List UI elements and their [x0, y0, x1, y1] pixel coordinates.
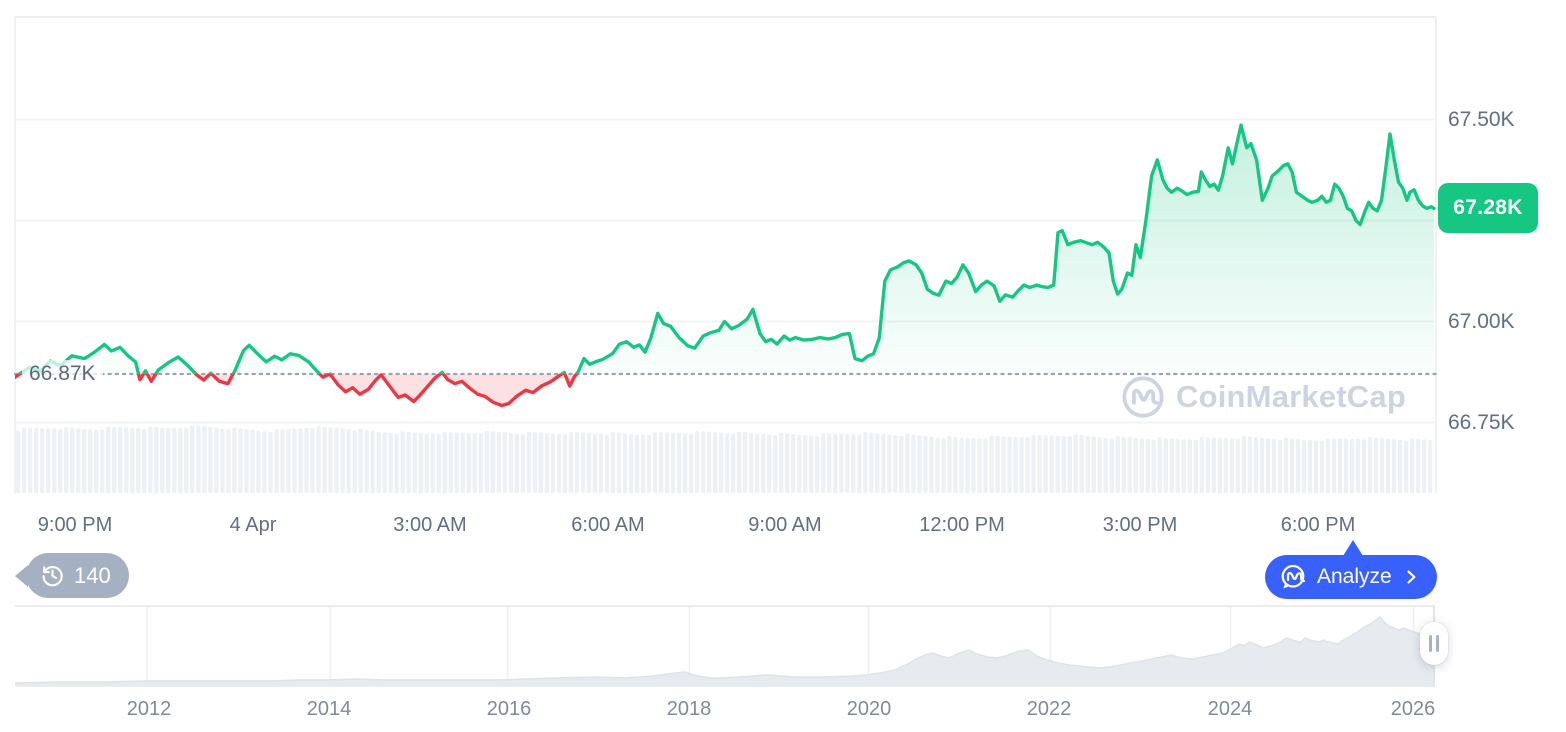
- y-axis-label: 66.75K: [1448, 411, 1515, 434]
- x-axis-label: 12:00 PM: [919, 514, 1005, 536]
- x-axis-label: 3:00 PM: [1102, 514, 1178, 536]
- cmc-chat-bubble-icon: [1281, 564, 1305, 589]
- history-clock-icon: [42, 566, 63, 587]
- handle-bar: [1436, 635, 1439, 652]
- x-axis-label: 4 Apr: [229, 514, 277, 536]
- y-axis-label: 67.00K: [1448, 310, 1515, 333]
- y-axis-label: 67.50K: [1448, 108, 1515, 131]
- current-price-badge: 67.28K: [1438, 183, 1538, 233]
- year-label: 2026: [1390, 698, 1436, 720]
- year-label: 2024: [1207, 698, 1253, 720]
- baseline-price-label: 66.87K: [22, 360, 103, 388]
- handle-bar: [1429, 635, 1432, 652]
- analyze-tooltip-pointer: [1343, 540, 1363, 556]
- year-label: 2018: [666, 698, 712, 720]
- year-label: 2016: [486, 698, 532, 720]
- x-axis-label: 9:00 AM: [748, 514, 822, 536]
- chevron-right-icon: [1407, 570, 1416, 584]
- year-label: 2014: [306, 698, 352, 720]
- history-count: 140: [74, 562, 111, 588]
- year-label: 2020: [846, 698, 892, 720]
- x-axis-label: 9:00 PM: [37, 514, 113, 536]
- history-count-badge[interactable]: 140: [15, 553, 129, 598]
- analyze-button[interactable]: Analyze: [1265, 555, 1437, 599]
- badge-tail: [15, 564, 28, 587]
- x-axis-label: 6:00 AM: [571, 514, 645, 536]
- x-axis-label: 3:00 AM: [393, 514, 467, 536]
- year-label: 2022: [1026, 698, 1072, 720]
- year-label: 2012: [126, 698, 172, 720]
- scrubber-handle drag-handle-icon[interactable]: [1420, 622, 1448, 665]
- x-axis-label: 6:00 PM: [1280, 514, 1356, 536]
- analyze-label: Analyze: [1317, 565, 1392, 588]
